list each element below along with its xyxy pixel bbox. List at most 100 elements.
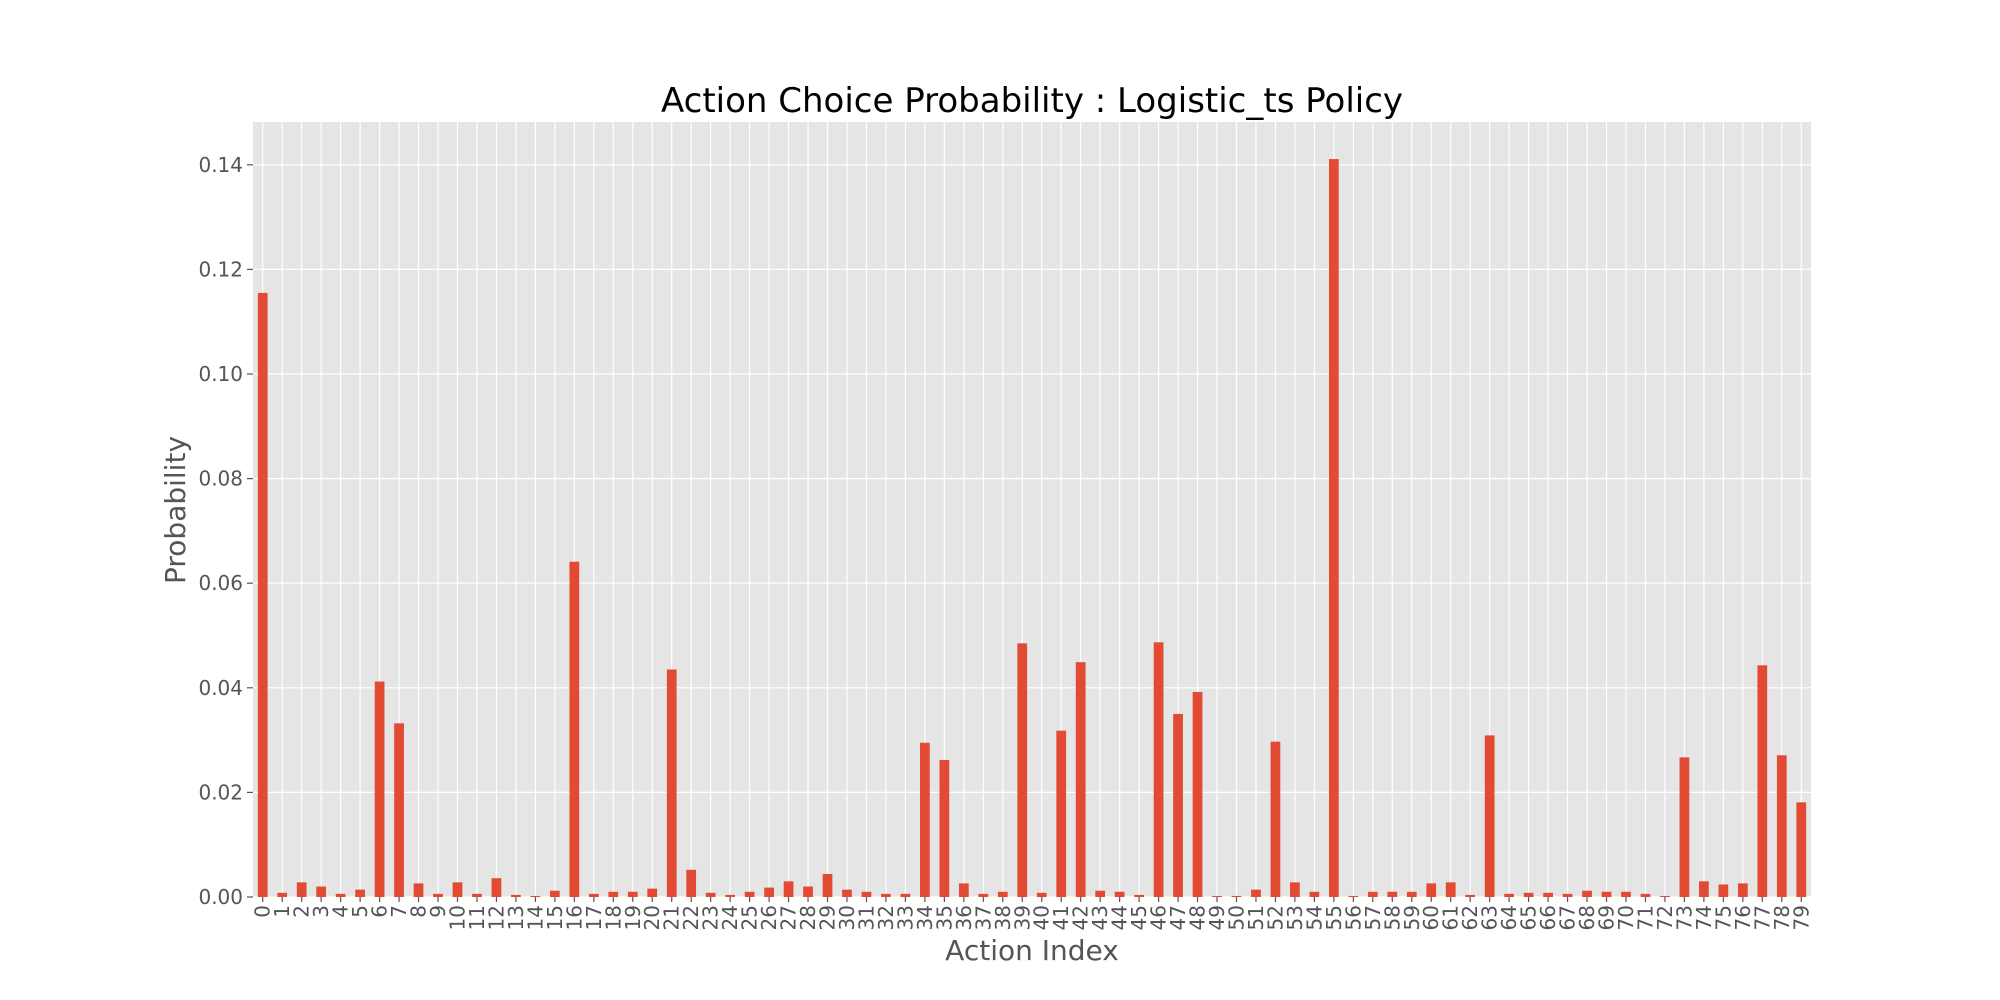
x-tick-label: 59: [1400, 905, 1424, 930]
x-tick-label: 29: [816, 905, 840, 930]
bar-19: [627, 891, 638, 897]
x-tick-label: 0: [251, 905, 275, 918]
x-tick-label: 31: [854, 905, 878, 930]
bar-37: [978, 893, 989, 897]
bar-18: [608, 891, 619, 897]
x-tick-label: 70: [1614, 905, 1638, 930]
x-tick-label: 63: [1478, 905, 1502, 930]
x-tick-label: 79: [1789, 905, 1813, 930]
bar-16: [569, 561, 580, 897]
bar-8: [413, 883, 424, 897]
bar-36: [958, 883, 969, 897]
grid-lines: [253, 122, 1811, 898]
y-tick-label: 0.10: [198, 362, 243, 386]
x-tick-label: 38: [991, 905, 1015, 930]
x-tick-label: 27: [777, 905, 801, 930]
bar-56: [1348, 895, 1359, 897]
x-tick-label: 55: [1322, 905, 1346, 930]
bar-49: [1212, 895, 1222, 897]
bar-35: [939, 759, 950, 897]
x-tick-label: 3: [309, 905, 333, 918]
bar-45: [1134, 894, 1144, 897]
bar-34: [920, 742, 930, 897]
bar-41: [1056, 730, 1067, 897]
bar-54: [1309, 891, 1320, 897]
bar-50: [1231, 895, 1242, 897]
x-tick-label: 10: [445, 905, 469, 930]
bar-72: [1660, 895, 1670, 897]
x-tick-label: 26: [757, 905, 781, 930]
x-tick-label: 50: [1224, 905, 1248, 930]
bar-12: [491, 878, 502, 897]
bar-13: [511, 894, 521, 897]
bar-33: [900, 893, 911, 897]
x-tick-label: 39: [1010, 905, 1034, 930]
bar-17: [588, 893, 599, 897]
bar-28: [803, 886, 813, 897]
x-tick-label: 77: [1750, 905, 1774, 930]
bar-26: [764, 887, 774, 897]
bar-38: [997, 891, 1008, 897]
x-tick-label: 58: [1380, 905, 1404, 930]
bar-29: [822, 873, 833, 897]
x-tick-label: 67: [1556, 905, 1580, 930]
bar-78: [1776, 755, 1787, 897]
bar-65: [1523, 892, 1534, 897]
y-tick-label: 0.12: [198, 257, 243, 281]
x-tick-label: 43: [1088, 905, 1112, 930]
x-tick-label: 62: [1458, 905, 1482, 930]
x-tick-label: 33: [893, 905, 917, 930]
x-tick-label: 41: [1049, 905, 1073, 930]
y-tick-label: 0.02: [198, 780, 243, 804]
x-tick-label: 69: [1595, 905, 1619, 930]
x-tick-label: 36: [952, 905, 976, 930]
x-tick-label: 53: [1283, 905, 1307, 930]
bar-0: [257, 292, 268, 897]
x-tick-label: 54: [1302, 905, 1326, 930]
x-tick-label: 23: [699, 905, 723, 930]
x-tick-label: 52: [1263, 905, 1287, 930]
bar-55: [1328, 159, 1339, 897]
bar-15: [549, 890, 560, 897]
bar-75: [1718, 884, 1729, 897]
x-tick-label: 28: [796, 905, 820, 930]
bar-52: [1270, 741, 1281, 897]
x-tick-label: 49: [1205, 905, 1229, 930]
x-tick-label: 65: [1517, 905, 1541, 930]
chart-title: Action Choice Probability : Logistic_ts …: [661, 81, 1403, 121]
x-axis-ticks: 0123456789101112131415161718192021222324…: [251, 897, 1813, 930]
x-tick-label: 20: [640, 905, 664, 930]
bar-14: [530, 895, 541, 897]
x-tick-label: 8: [407, 905, 431, 918]
bar-48: [1192, 691, 1203, 897]
x-tick-label: 40: [1030, 905, 1054, 930]
bar-11: [472, 893, 482, 897]
x-tick-label: 61: [1439, 905, 1463, 930]
x-tick-label: 32: [874, 905, 898, 930]
x-tick-label: 11: [465, 905, 489, 930]
bar-68: [1582, 890, 1592, 897]
y-axis-label: Probability: [159, 436, 192, 584]
x-tick-label: 76: [1731, 905, 1755, 930]
bar-79: [1796, 802, 1807, 897]
bar-3: [316, 886, 327, 897]
x-tick-label: 47: [1166, 905, 1190, 930]
bar-61: [1445, 882, 1456, 897]
bar-69: [1601, 891, 1612, 897]
bar-5: [355, 889, 365, 897]
x-tick-label: 4: [329, 905, 353, 918]
x-tick-label: 1: [270, 905, 294, 918]
bar-60: [1426, 883, 1437, 897]
bar-67: [1562, 893, 1573, 897]
bar-9: [433, 893, 443, 897]
x-tick-label: 45: [1127, 905, 1151, 930]
bar-51: [1251, 889, 1261, 897]
bar-43: [1095, 890, 1106, 897]
x-tick-label: 57: [1361, 905, 1385, 930]
x-tick-label: 75: [1711, 905, 1735, 930]
x-tick-label: 24: [718, 905, 742, 930]
bar-47: [1173, 713, 1183, 897]
x-tick-label: 72: [1653, 905, 1677, 930]
x-tick-label: 42: [1069, 905, 1093, 930]
x-tick-label: 34: [913, 905, 937, 930]
